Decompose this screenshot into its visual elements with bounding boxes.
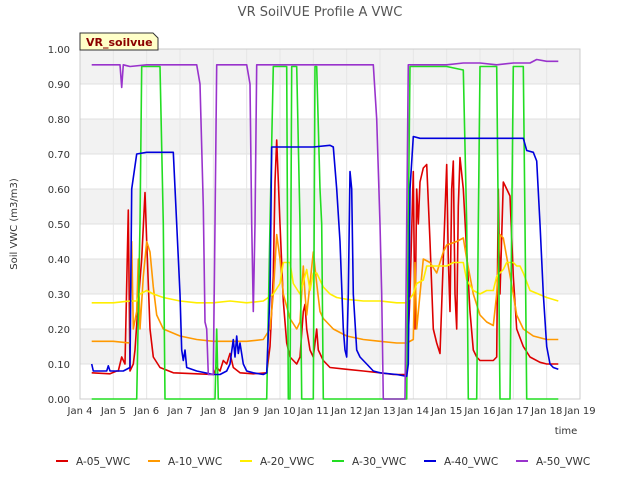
y-axis-label: Soil VWC (m3/m3) <box>9 178 20 270</box>
x-tick-label: Jan 13 <box>363 406 395 417</box>
site-badge-label: VR_soilvue <box>86 36 153 49</box>
legend-label: A-20_VWC <box>260 456 314 468</box>
x-tick-label: Jan 17 <box>497 406 529 417</box>
x-tick-labels: Jan 4 Jan 5 Jan 6 Jan 7 Jan 8 Jan 9 Jan 10 Jan … <box>67 406 596 417</box>
plot-band <box>80 84 580 119</box>
series-line-a-05-vwc <box>91 139 559 376</box>
series-line-a-30-vwc <box>91 65 559 400</box>
x-tick-label: Jan 15 <box>430 406 462 417</box>
x-tick-label: Jan 5 <box>100 406 126 417</box>
plot-band <box>80 364 580 399</box>
y-tick-label: 0.20 <box>48 325 70 336</box>
x-tick-label: Jan 12 <box>330 406 362 417</box>
legend-label: A-10_VWC <box>168 456 222 468</box>
x-tick-label: Jan 19 <box>563 406 595 417</box>
x-tick-label: Jan 14 <box>397 406 429 417</box>
legend-label: A-05_VWC <box>76 456 130 468</box>
chart-title: VR SoilVUE Profile A VWC <box>238 5 403 20</box>
legend-item[interactable]: A-10_VWC <box>148 456 222 468</box>
y-tick-labels: 0.00 0.10 0.20 0.30 0.40 0.50 0.60 0.70 0.80 0.90… <box>48 45 70 406</box>
legend-item[interactable]: A-30_VWC <box>332 456 406 468</box>
x-tick-label: Jan 11 <box>297 406 329 417</box>
x-tick-label: Jan 8 <box>200 406 226 417</box>
site-badge: VR_soilvue <box>79 32 159 51</box>
x-axis-label: time <box>555 426 578 437</box>
plot-band <box>80 154 580 189</box>
y-tick-label: 0.80 <box>48 115 70 126</box>
series-line-a-20-vwc <box>91 261 559 304</box>
y-tick-label: 0.50 <box>48 220 70 231</box>
y-tick-label: 1.00 <box>48 45 70 56</box>
x-tick-label: Jan 10 <box>263 406 295 417</box>
legend-item[interactable]: A-05_VWC <box>56 456 130 468</box>
legend-label: A-40_VWC <box>444 456 498 468</box>
y-tick-label: 0.60 <box>48 185 70 196</box>
y-tick-label: 0.00 <box>48 395 70 406</box>
y-tick-label: 0.70 <box>48 150 70 161</box>
legend-item[interactable]: A-20_VWC <box>240 456 314 468</box>
x-tick-label: Jan 7 <box>167 406 193 417</box>
legend-label: A-30_VWC <box>352 456 406 468</box>
plot-band <box>80 119 580 154</box>
x-tick-label: Jan 4 <box>67 406 93 417</box>
series-layer <box>90 58 559 400</box>
legend-item[interactable]: A-40_VWC <box>424 456 498 468</box>
legend-label: A-50_VWC <box>536 456 590 468</box>
legend: A-05_VWC A-10_VWC A-20_VWC A-30_VWC A-40_VWC… <box>56 456 590 468</box>
y-tick-label: 0.30 <box>48 290 70 301</box>
series-line-a-10-vwc <box>91 233 559 344</box>
y-tick-label: 0.90 <box>48 80 70 91</box>
x-tick-label: Jan 9 <box>233 406 259 417</box>
x-tick-label: Jan 16 <box>463 406 495 417</box>
x-tick-label: Jan 18 <box>530 406 562 417</box>
x-tick-label: Jan 6 <box>133 406 159 417</box>
plot-band <box>80 224 580 259</box>
y-tick-label: 0.10 <box>48 360 70 371</box>
y-tick-label: 0.40 <box>48 255 70 266</box>
plot-band <box>80 189 580 224</box>
series-line-a-40-vwc <box>90 135 559 378</box>
legend-item[interactable]: A-50_VWC <box>516 456 590 468</box>
series-line-a-50-vwc <box>91 58 559 400</box>
